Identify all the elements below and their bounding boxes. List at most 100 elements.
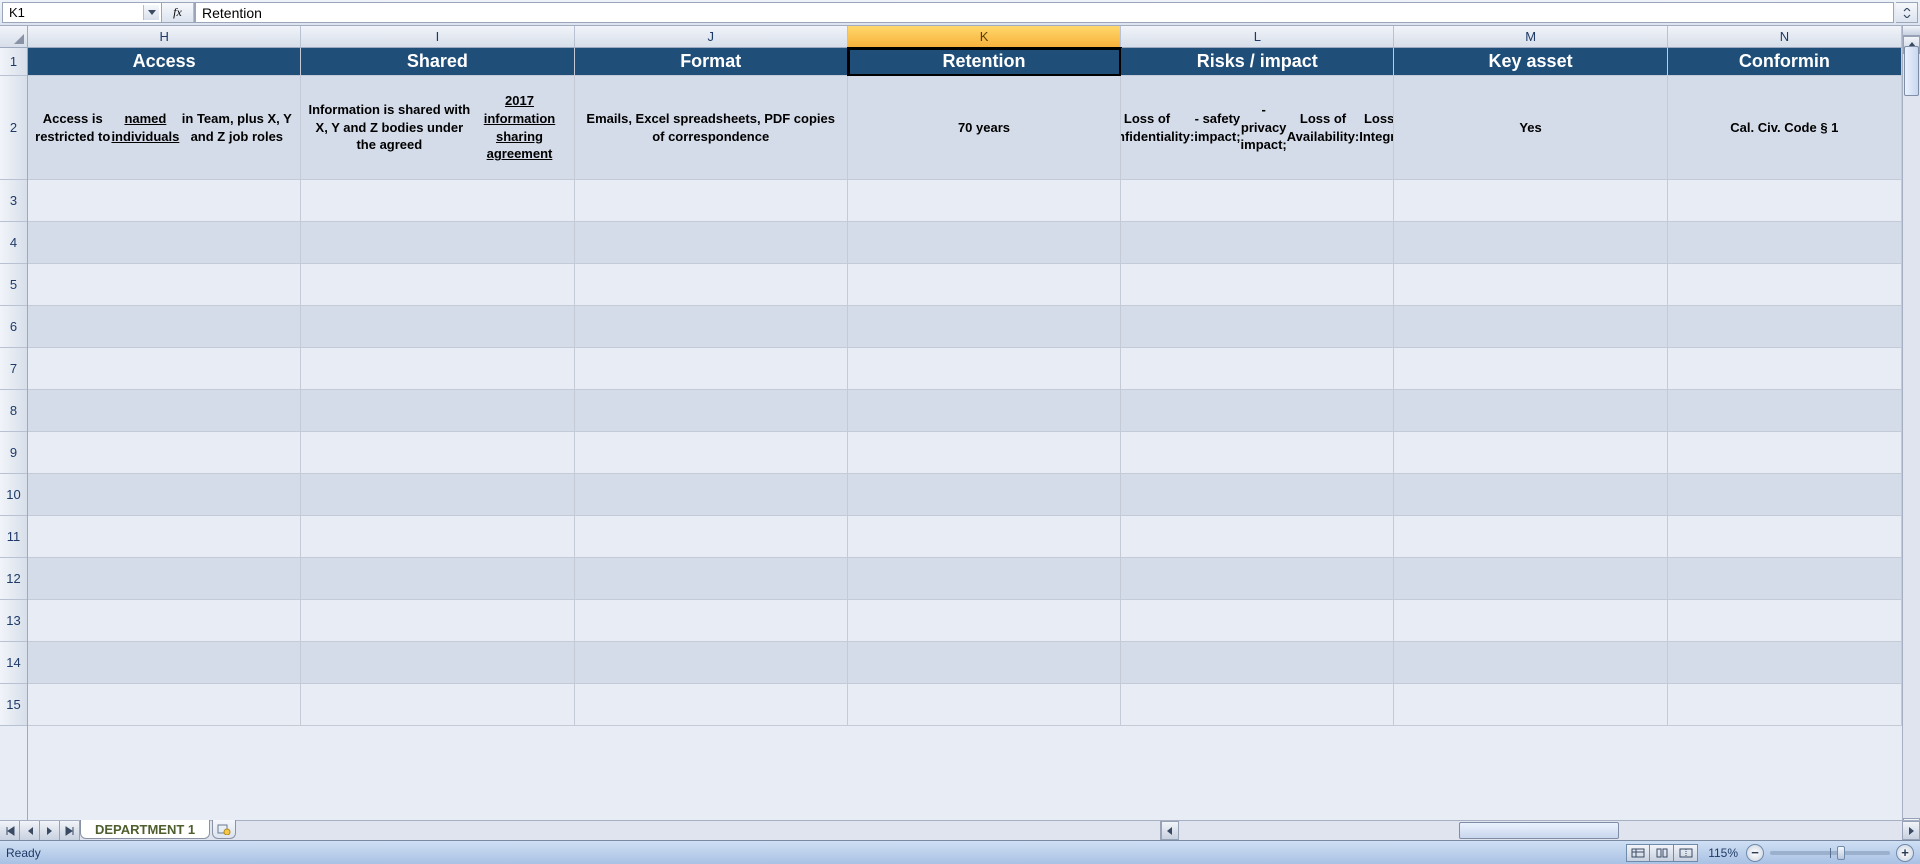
tab-next-button[interactable]: [40, 821, 60, 840]
cell-K2[interactable]: 70 years: [848, 76, 1121, 180]
cell-J15[interactable]: [575, 684, 848, 726]
cell-I2[interactable]: Information is shared with X, Y and Z bo…: [301, 76, 574, 180]
hscroll-track[interactable]: [1179, 821, 1902, 840]
name-box-dropdown[interactable]: [143, 5, 159, 20]
scroll-thumb-horizontal[interactable]: [1459, 822, 1619, 839]
cell-M10[interactable]: [1394, 474, 1667, 516]
cell-H5[interactable]: [28, 264, 301, 306]
row-header-4[interactable]: 4: [0, 222, 27, 264]
cell-I13[interactable]: [301, 600, 574, 642]
cell-H15[interactable]: [28, 684, 301, 726]
row-header-12[interactable]: 12: [0, 558, 27, 600]
row-header-7[interactable]: 7: [0, 348, 27, 390]
row-header-13[interactable]: 13: [0, 600, 27, 642]
cell-M1[interactable]: Key asset: [1394, 48, 1667, 76]
split-handle-top[interactable]: [1903, 26, 1920, 36]
cell-N5[interactable]: [1668, 264, 1902, 306]
cell-J7[interactable]: [575, 348, 848, 390]
cell-J12[interactable]: [575, 558, 848, 600]
cell-I5[interactable]: [301, 264, 574, 306]
column-header-K[interactable]: K: [848, 26, 1121, 48]
cell-H13[interactable]: [28, 600, 301, 642]
cell-M5[interactable]: [1394, 264, 1667, 306]
cell-I7[interactable]: [301, 348, 574, 390]
cell-N7[interactable]: [1668, 348, 1902, 390]
cell-J8[interactable]: [575, 390, 848, 432]
cell-K11[interactable]: [848, 516, 1121, 558]
cell-K7[interactable]: [848, 348, 1121, 390]
cell-L15[interactable]: [1121, 684, 1394, 726]
cell-H9[interactable]: [28, 432, 301, 474]
cell-H7[interactable]: [28, 348, 301, 390]
cell-M13[interactable]: [1394, 600, 1667, 642]
cell-K1[interactable]: Retention: [848, 48, 1121, 76]
cell-N9[interactable]: [1668, 432, 1902, 474]
row-header-8[interactable]: 8: [0, 390, 27, 432]
sheet-tab-active[interactable]: DEPARTMENT 1: [80, 820, 210, 839]
cell-I3[interactable]: [301, 180, 574, 222]
cell-K3[interactable]: [848, 180, 1121, 222]
cell-J14[interactable]: [575, 642, 848, 684]
column-header-M[interactable]: M: [1394, 26, 1667, 48]
cell-N2[interactable]: Cal. Civ. Code § 1: [1668, 76, 1902, 180]
new-sheet-button[interactable]: [212, 820, 236, 839]
cell-L1[interactable]: Risks / impact: [1121, 48, 1394, 76]
cell-K9[interactable]: [848, 432, 1121, 474]
cell-H4[interactable]: [28, 222, 301, 264]
cell-J4[interactable]: [575, 222, 848, 264]
tab-first-button[interactable]: [0, 821, 20, 840]
cell-M8[interactable]: [1394, 390, 1667, 432]
cell-N10[interactable]: [1668, 474, 1902, 516]
view-page-layout-button[interactable]: [1650, 844, 1674, 862]
view-page-break-button[interactable]: [1674, 844, 1698, 862]
formula-input[interactable]: Retention: [195, 2, 1894, 23]
row-header-10[interactable]: 10: [0, 474, 27, 516]
fx-button[interactable]: fx: [162, 3, 194, 22]
row-header-3[interactable]: 3: [0, 180, 27, 222]
cell-J11[interactable]: [575, 516, 848, 558]
cell-I6[interactable]: [301, 306, 574, 348]
vertical-scrollbar[interactable]: [1902, 26, 1920, 836]
cell-N13[interactable]: [1668, 600, 1902, 642]
select-all-button[interactable]: [0, 26, 27, 48]
formula-bar-expand[interactable]: [1896, 2, 1918, 23]
cell-J5[interactable]: [575, 264, 848, 306]
zoom-slider[interactable]: [1770, 851, 1890, 855]
column-header-H[interactable]: H: [28, 26, 301, 48]
tab-prev-button[interactable]: [20, 821, 40, 840]
row-header-6[interactable]: 6: [0, 306, 27, 348]
zoom-out-button[interactable]: −: [1746, 844, 1764, 862]
cell-I1[interactable]: Shared: [301, 48, 574, 76]
cell-M14[interactable]: [1394, 642, 1667, 684]
cell-J3[interactable]: [575, 180, 848, 222]
tab-last-button[interactable]: [60, 821, 80, 840]
name-box[interactable]: K1: [2, 2, 162, 23]
cell-K8[interactable]: [848, 390, 1121, 432]
cell-N12[interactable]: [1668, 558, 1902, 600]
cell-J2[interactable]: Emails, Excel spreadsheets, PDF copies o…: [575, 76, 848, 180]
cell-H6[interactable]: [28, 306, 301, 348]
cell-M9[interactable]: [1394, 432, 1667, 474]
column-header-L[interactable]: L: [1121, 26, 1394, 48]
cell-I14[interactable]: [301, 642, 574, 684]
cell-N3[interactable]: [1668, 180, 1902, 222]
cell-L4[interactable]: [1121, 222, 1394, 264]
cell-K13[interactable]: [848, 600, 1121, 642]
column-header-J[interactable]: J: [575, 26, 848, 48]
cell-K12[interactable]: [848, 558, 1121, 600]
cell-M4[interactable]: [1394, 222, 1667, 264]
zoom-in-button[interactable]: +: [1896, 844, 1914, 862]
cell-M7[interactable]: [1394, 348, 1667, 390]
cell-H12[interactable]: [28, 558, 301, 600]
cell-N1[interactable]: Conformin: [1668, 48, 1902, 76]
row-header-11[interactable]: 11: [0, 516, 27, 558]
cell-K5[interactable]: [848, 264, 1121, 306]
cell-I8[interactable]: [301, 390, 574, 432]
cell-I9[interactable]: [301, 432, 574, 474]
cell-L9[interactable]: [1121, 432, 1394, 474]
cell-K15[interactable]: [848, 684, 1121, 726]
cell-L6[interactable]: [1121, 306, 1394, 348]
cell-J10[interactable]: [575, 474, 848, 516]
cell-M6[interactable]: [1394, 306, 1667, 348]
cell-J1[interactable]: Format: [575, 48, 848, 76]
